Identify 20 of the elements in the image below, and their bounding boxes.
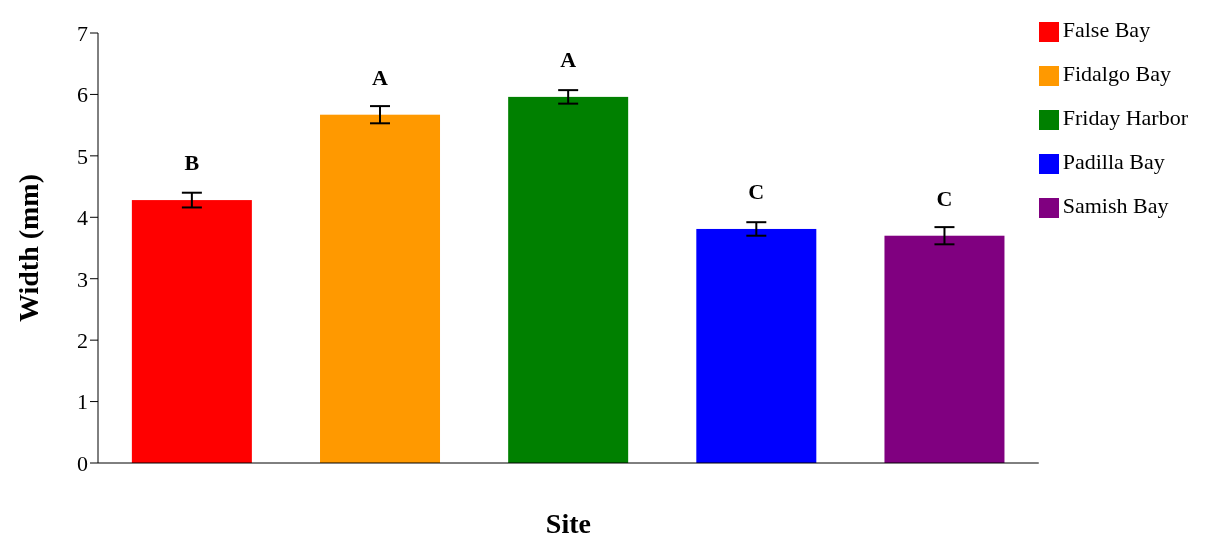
y-tick-label: 0 [77,450,88,476]
legend-label: Friday Harbor [1062,105,1188,130]
legend-label: Fidalgo Bay [1062,61,1171,86]
legend-label: Samish Bay [1062,193,1169,218]
y-tick-label: 4 [77,205,88,231]
data-label: C [936,185,953,211]
data-label: B [184,150,200,176]
data-label: A [560,46,577,72]
y-tick-label: 5 [77,143,88,169]
x-axis-title: Site [545,508,591,539]
legend-label: Padilla Bay [1062,149,1165,174]
legend-label: False Bay [1062,17,1151,42]
y-tick-label: 2 [77,327,88,353]
y-tick-label: 3 [77,266,88,292]
y-axis-title: Width (mm) [12,173,44,323]
data-label: A [372,64,389,90]
y-tick-label: 7 [77,20,88,46]
y-tick-label: 6 [77,82,88,108]
y-tick-label: 1 [77,389,88,415]
data-label: C [748,178,765,204]
